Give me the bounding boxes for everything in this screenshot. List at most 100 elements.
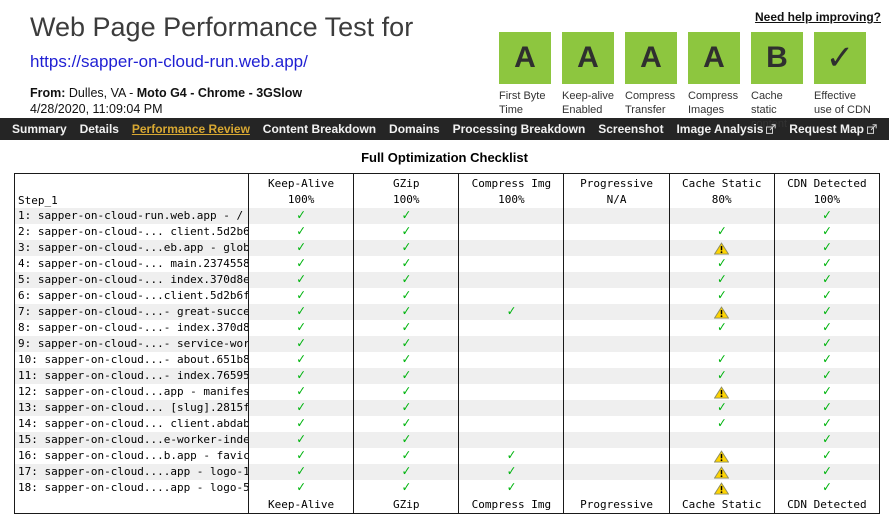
cell-cache-static: ✓ [668, 288, 774, 304]
cell-gzip: ✓ [353, 320, 458, 336]
check-icon: ✓ [717, 400, 726, 416]
check-icon: ✓ [822, 240, 831, 256]
cell-progressive [563, 224, 668, 240]
grade-letter[interactable]: A [688, 32, 740, 84]
check-icon: ✓ [297, 208, 305, 224]
table-row: 4: sapper-on-cloud-... main.237455804.cs… [15, 256, 879, 272]
cell-cache-static: ✓ [668, 400, 774, 416]
request-name: 14: sapper-on-cloud... client.abdab4ce.j… [18, 417, 248, 430]
main-content: Full Optimization Checklist Step_1 Keep-A… [0, 140, 889, 514]
cell-gzip: ✓ [353, 368, 458, 384]
tab-domains[interactable]: Domains [389, 122, 440, 136]
grade-compress-transfer[interactable]: A Compress Transfer [625, 32, 677, 131]
check-icon: ✓ [402, 448, 411, 464]
check-icon: ✓ [297, 272, 305, 288]
cell-keep-alive: ✓ [248, 208, 353, 224]
cell-progressive [563, 480, 668, 496]
cell-keep-alive: ✓ [248, 480, 353, 496]
cell-compress-img [458, 384, 563, 400]
check-icon: ✓ [402, 208, 411, 224]
check-icon: ✓ [297, 464, 305, 480]
table-row: 12: sapper-on-cloud...app - manifest.jso… [15, 384, 879, 400]
cell-compress-img [458, 336, 563, 352]
tab-image-analysis[interactable]: Image Analysis [676, 122, 777, 136]
check-icon: ✓ [822, 400, 831, 416]
check-icon: ✓ [297, 416, 305, 432]
check-icon: ✓ [822, 336, 831, 352]
check-icon: ✓ [822, 368, 831, 384]
check-icon: ✓ [507, 304, 516, 320]
cell-gzip: ✓ [353, 224, 458, 240]
grade-compress-images[interactable]: A Compress Images [688, 32, 740, 131]
from-details: Moto G4 - Chrome - 3GSlow [136, 86, 303, 100]
check-icon: ✓ [402, 272, 411, 288]
check-icon: ✓ [297, 240, 305, 256]
tab-content-breakdown[interactable]: Content Breakdown [263, 122, 376, 136]
grade-letter[interactable]: A [625, 32, 677, 84]
table-row: 5: sapper-on-cloud-... index.370d8e38.cs… [15, 272, 879, 288]
cell-compress-img [458, 240, 563, 256]
need-help-link[interactable]: Need help improving? [754, 10, 881, 24]
cell-keep-alive: ✓ [248, 320, 353, 336]
grade-letter[interactable]: A [562, 32, 614, 84]
tab-request-map[interactable]: Request Map [789, 122, 877, 136]
cell-gzip: ✓ [353, 384, 458, 400]
cell-compress-img [458, 224, 563, 240]
cell-cdn-detected: ✓ [773, 272, 879, 288]
tab-details[interactable]: Details [80, 122, 119, 136]
cell-cdn-detected: ✓ [773, 208, 879, 224]
tab-screenshot[interactable]: Screenshot [598, 122, 663, 136]
table-row: 9: sapper-on-cloud-...- service-worker.j… [15, 336, 879, 352]
cell-cdn-detected: ✓ [773, 384, 879, 400]
warning-icon [714, 385, 730, 399]
cell-cdn-detected: ✓ [773, 368, 879, 384]
check-icon: ✓ [717, 352, 726, 368]
page-title: Web Page Performance Test for [30, 12, 414, 42]
cell-cache-static [668, 448, 774, 464]
external-link-icon [766, 124, 777, 134]
grade-letter[interactable]: B [751, 32, 803, 84]
cell-compress-img [458, 208, 563, 224]
tab-processing-breakdown[interactable]: Processing Breakdown [453, 122, 586, 136]
grade-effective-use-of-cdn[interactable]: ✓ Effective use of CDN [814, 32, 871, 131]
tab-performance-review[interactable]: Performance Review [132, 122, 250, 136]
cell-compress-img [458, 368, 563, 384]
tested-url-link[interactable]: https://sapper-on-cloud-run.web.app/ [30, 52, 308, 71]
grade-first-byte-time[interactable]: A First Byte Time [499, 32, 551, 131]
check-icon: ✓ [822, 416, 831, 432]
grade-cache-static-content[interactable]: B Cache static content [751, 32, 803, 131]
check-icon: ✓ [402, 384, 411, 400]
request-name: 3: sapper-on-cloud-...eb.app - global.cs… [18, 241, 248, 254]
cell-keep-alive: ✓ [248, 448, 353, 464]
cell-gzip: ✓ [353, 416, 458, 432]
table-row: 10: sapper-on-cloud...- about.651b8579.j… [15, 352, 879, 368]
cell-cache-static [668, 464, 774, 480]
page-header: Web Page Performance Test for https://sa… [0, 0, 889, 130]
check-icon: ✓ [822, 480, 831, 496]
cell-keep-alive: ✓ [248, 224, 353, 240]
request-name: 11: sapper-on-cloud...- index.7659535b.j… [18, 369, 248, 382]
request-name: 5: sapper-on-cloud-... index.370d8e38.cs… [18, 273, 248, 286]
cell-cdn-detected: ✓ [773, 224, 879, 240]
cell-keep-alive: ✓ [248, 272, 353, 288]
cell-cdn-detected: ✓ [773, 352, 879, 368]
grade-check-icon[interactable]: ✓ [814, 32, 866, 84]
external-link-icon [866, 124, 877, 134]
cell-keep-alive: ✓ [248, 416, 353, 432]
table-row: 6: sapper-on-cloud-...client.5d2b6f92.cs… [15, 288, 879, 304]
cell-cdn-detected: ✓ [773, 416, 879, 432]
grade-letter[interactable]: A [499, 32, 551, 84]
cell-progressive [563, 288, 668, 304]
check-icon: ✓ [297, 384, 305, 400]
cell-compress-img [458, 288, 563, 304]
cell-gzip: ✓ [353, 464, 458, 480]
cell-gzip: ✓ [353, 208, 458, 224]
check-icon: ✓ [402, 432, 411, 448]
tab-summary[interactable]: Summary [12, 122, 67, 136]
grade-keep-alive-enabled[interactable]: A Keep-alive Enabled [562, 32, 614, 131]
check-icon: ✓ [297, 256, 305, 272]
tab-label: Processing Breakdown [452, 122, 586, 136]
column-header-keep-alive: Keep-Alive 100% [248, 174, 353, 208]
footer-empty-cell [15, 496, 248, 513]
table-row: 2: sapper-on-cloud-... client.5d2b6f92.j… [15, 224, 879, 240]
